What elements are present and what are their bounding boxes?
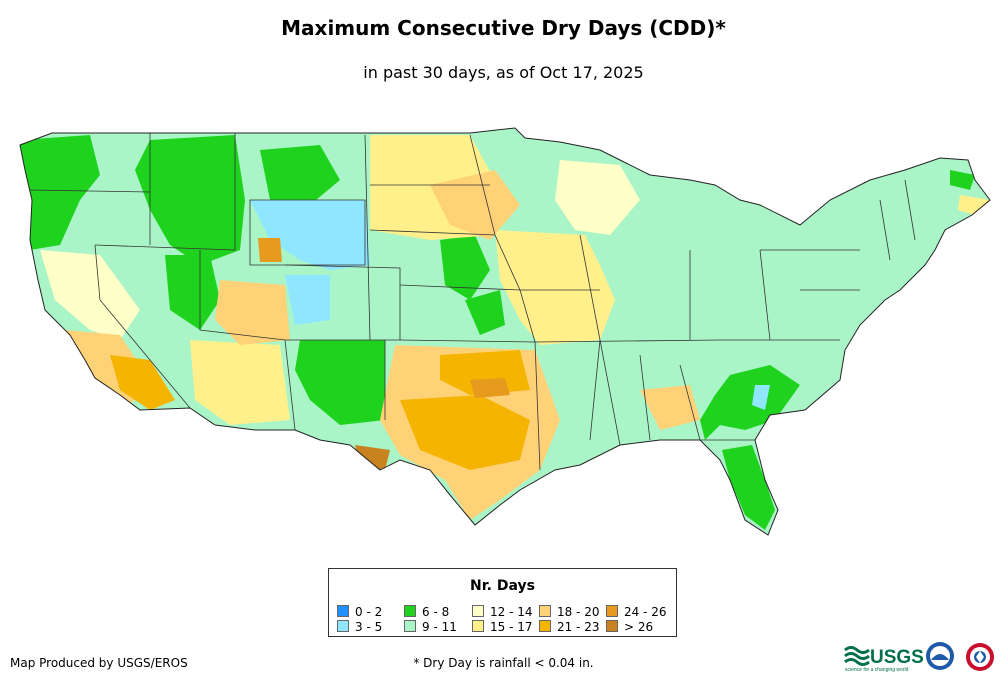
legend-label: 21 - 23	[557, 620, 600, 634]
region-ny-green	[950, 170, 975, 190]
us-cdd-map	[19, 127, 991, 536]
legend-swatch	[404, 620, 416, 632]
region-sc-green	[700, 365, 800, 440]
legend-item-9-11: 9 - 11	[404, 620, 457, 634]
map-subtitle: in past 30 days, as of Oct 17, 2025	[363, 63, 644, 82]
legend-item-3-5: 3 - 5	[337, 620, 382, 634]
legend-item-12-14: 12 - 14	[472, 605, 533, 619]
region-idaho-green	[135, 135, 245, 265]
legend-swatch	[472, 620, 484, 632]
region-utah-green	[165, 255, 220, 330]
usgs-logo: USGS science for a changing world	[844, 646, 924, 673]
legend: Nr. Days 0 - 2 3 - 5 6 - 8 9 - 11 12 - 1…	[328, 568, 677, 637]
region-ut-orange	[215, 280, 290, 345]
legend-swatch	[606, 605, 618, 617]
region-mn-orange	[430, 170, 520, 240]
region-wyoming-blue	[250, 200, 370, 270]
legend-label: 12 - 14	[490, 605, 533, 619]
region-ok-brown	[470, 378, 510, 398]
legend-item-0-2: 0 - 2	[337, 605, 382, 619]
legend-title: Nr. Days	[470, 578, 535, 594]
region-ny-yellow	[958, 195, 990, 215]
region-socal-orange	[110, 355, 175, 410]
map-title: Maximum Consecutive Dry Days (CDD)*	[281, 16, 726, 40]
legend-swatch	[404, 605, 416, 617]
region-sc-blue	[752, 385, 770, 410]
legend-swatch	[539, 620, 551, 632]
region-az-yellow	[190, 340, 290, 425]
region-fl-green	[722, 445, 775, 530]
legend-label: 15 - 17	[490, 620, 533, 634]
region-wi-yellow	[555, 160, 640, 235]
region-pnw-green	[20, 135, 100, 250]
region-tx-deep	[400, 395, 530, 470]
legend-label: 18 - 20	[557, 605, 600, 619]
region-ks-green	[465, 290, 505, 335]
legend-swatch	[539, 605, 551, 617]
agency-logos: USGS science for a changing world	[844, 642, 994, 673]
state-borders	[29, 133, 916, 471]
region-ga-orange	[640, 385, 700, 430]
legend-item-6-8: 6 - 8	[404, 605, 449, 619]
region-wy-brown	[258, 238, 282, 262]
legend-label: 24 - 26	[624, 605, 667, 619]
region-ne-green	[440, 235, 490, 300]
legend-label: 6 - 8	[422, 605, 450, 619]
legend-item-over-26: > 26	[606, 620, 653, 634]
region-colorado-blue	[285, 275, 330, 325]
legend-swatch	[337, 605, 349, 617]
legend-label: 9 - 11	[422, 620, 457, 634]
legend-item-24-26: 24 - 26	[606, 605, 667, 619]
legend-label: 0 - 2	[355, 605, 383, 619]
region-nm-green	[295, 340, 385, 425]
noaa-logo	[926, 642, 954, 670]
legend-label: 3 - 5	[355, 620, 383, 634]
region-montana-green	[260, 145, 340, 205]
legend-item-21-23: 21 - 23	[539, 620, 600, 634]
legend-item-18-20: 18 - 20	[539, 605, 600, 619]
map-credit: Map Produced by USGS/EROS	[10, 656, 188, 670]
region-ok-orange	[440, 350, 530, 395]
nws-logo	[966, 643, 994, 671]
svg-text:science for a changing world: science for a changing world	[845, 667, 909, 673]
legend-swatch	[606, 620, 618, 632]
legend-label: > 26	[624, 620, 654, 634]
legend-item-15-17: 15 - 17	[472, 620, 533, 634]
svg-text:USGS: USGS	[870, 647, 924, 668]
legend-swatch	[472, 605, 484, 617]
legend-swatch	[337, 620, 349, 632]
dry-day-footnote: * Dry Day is rainfall < 0.04 in.	[413, 656, 594, 670]
region-midwest-yellow	[495, 230, 615, 345]
